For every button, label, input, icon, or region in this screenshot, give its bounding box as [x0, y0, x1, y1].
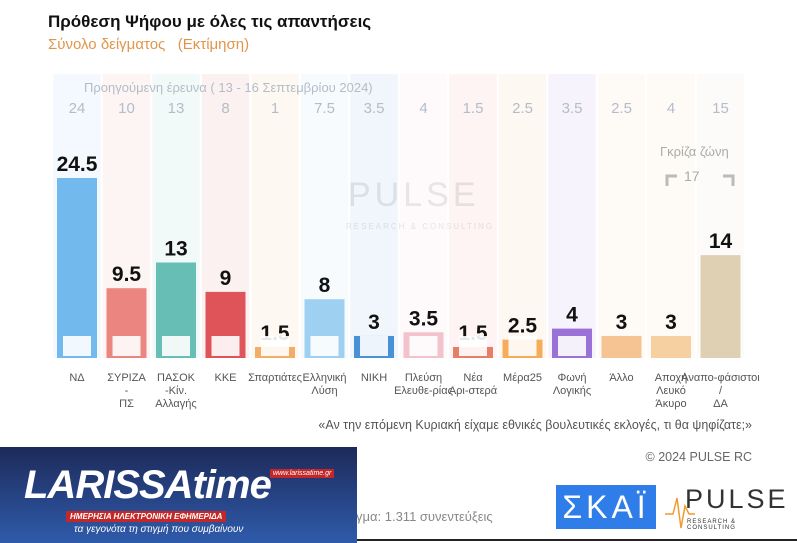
- pulse-logo: PULSE RESEARCH & CONSULTING: [665, 484, 786, 531]
- previous-value: 3.5: [562, 100, 583, 117]
- party-logo: [211, 336, 240, 356]
- category-label: ΠΣ: [119, 398, 134, 410]
- previous-value: 15: [712, 100, 729, 117]
- party-logo: [508, 336, 537, 356]
- previous-value: 10: [118, 100, 135, 117]
- column-background: [548, 74, 596, 358]
- value-label: 9.5: [112, 263, 142, 286]
- value-label: 13: [164, 237, 187, 260]
- party-logo: [360, 336, 388, 356]
- survey-question: «Αν την επόμενη Κυριακή είχαμε εθνικές β…: [318, 418, 752, 432]
- column-background: [647, 74, 695, 358]
- previous-value: 4: [419, 100, 427, 117]
- value-label: 4: [566, 304, 578, 327]
- category-label: Άλλο: [609, 372, 633, 384]
- category-label: Λογικής: [553, 385, 591, 397]
- category-label: ΝΔ: [69, 372, 85, 384]
- previous-value: 7.5: [314, 100, 335, 117]
- category-label: Φωνή: [558, 372, 587, 384]
- previous-value: 13: [168, 100, 185, 117]
- larissatime-tagline-red: ΗΜΕΡΗΣΙΑ ΗΛΕΚΤΡΟΝΙΚΗ ΕΦΗΜΕΡΙΔΑ: [66, 511, 227, 522]
- watermark: PULSE: [348, 176, 480, 214]
- chart-subtitle: Σύνολο δείγματος (Εκτίμηση): [48, 36, 250, 53]
- previous-value: 2.5: [512, 100, 533, 117]
- party-logo: [310, 336, 339, 356]
- larissatime-url: www.larissatime.gr: [270, 469, 335, 478]
- copyright: © 2024 PULSE RC: [645, 450, 752, 464]
- party-logo: [409, 336, 438, 356]
- party-logo: [459, 336, 487, 356]
- pulse-wave-icon: [665, 497, 695, 529]
- larissatime-tagline: τα γεγονότα τη στιγμή που συμβαίνουν: [74, 524, 244, 535]
- value-label: 24.5: [57, 153, 98, 176]
- category-label: /: [719, 385, 723, 397]
- divider: [357, 539, 797, 541]
- previous-value: 24: [69, 100, 86, 117]
- bar: [700, 255, 741, 358]
- category-label: ΝΙΚΗ: [361, 372, 387, 384]
- skai-logo: ΣΚΑΪ: [556, 485, 656, 529]
- previous-value: 8: [221, 100, 229, 117]
- watermark-sub: RESEARCH & CONSULTING: [346, 222, 495, 231]
- value-label: 8: [319, 274, 331, 297]
- category-label: Άκυρο: [655, 398, 686, 410]
- sample-size: γμα: 1.311 συνεντεύξεις: [356, 509, 493, 524]
- category-label: ΚΚΕ: [214, 372, 236, 384]
- bar: [601, 335, 642, 358]
- grey-zone-bracket: [665, 174, 735, 186]
- party-logo: [112, 336, 141, 356]
- bar: [57, 178, 97, 358]
- category-label: Αλλαγής: [155, 398, 196, 410]
- category-label: -: [125, 385, 129, 397]
- category-label: Ελληνική: [302, 372, 346, 384]
- category-label: Ελευθε-ρίας: [394, 385, 453, 397]
- value-label: 3: [368, 311, 380, 334]
- grey-zone-value: 17: [684, 168, 700, 184]
- bar: [651, 335, 691, 358]
- larissatime-logo: LARISSAtime: [24, 463, 272, 507]
- previous-value: 3.5: [364, 100, 385, 117]
- category-label: Μέρα25: [503, 372, 542, 384]
- previous-value: 2.5: [611, 100, 632, 117]
- value-label: 3.5: [409, 307, 439, 330]
- column-background: [251, 74, 299, 358]
- column-background: [399, 74, 448, 358]
- previous-survey-label: Προηγούμενη έρευνα ( 13 - 16 Σεπτεμβρίου…: [84, 80, 373, 95]
- previous-value: 1: [271, 100, 279, 117]
- party-logo: [558, 336, 586, 356]
- value-label: 14: [709, 230, 733, 253]
- previous-value: 1.5: [463, 100, 484, 117]
- pulse-logo-text: PULSE: [685, 484, 789, 514]
- pulse-logo-sub: RESEARCH & CONSULTING: [687, 519, 737, 531]
- party-logo: [261, 336, 289, 356]
- previous-value: 4: [667, 100, 675, 117]
- column-background: [597, 74, 646, 358]
- category-label: Αρι-στερά: [449, 385, 498, 397]
- category-label: ΣΥΡΙΖΑ: [107, 372, 146, 384]
- value-label: 9: [220, 267, 232, 290]
- party-logo: [162, 336, 190, 356]
- larissatime-banner[interactable]: LARISSAtime www.larissatime.gr ΗΜΕΡΗΣΙΑ …: [0, 447, 357, 543]
- category-label: Πλεύση: [405, 372, 442, 384]
- column-background: [498, 74, 547, 358]
- value-label: 3: [665, 311, 677, 334]
- column-background: [449, 74, 497, 358]
- column-background: [350, 74, 398, 358]
- category-label: Λευκό: [656, 385, 686, 397]
- category-label: Αποχή: [655, 372, 687, 384]
- grey-zone-label: Γκρίζα ζώνη: [660, 144, 729, 159]
- category-label: ΠΑΣΟΚ: [157, 372, 196, 384]
- value-label: 2.5: [508, 315, 538, 338]
- value-label: 3: [616, 311, 628, 334]
- category-label: -Κίν.: [165, 385, 187, 397]
- category-label: Αναπο-φάσιστοι: [681, 372, 760, 384]
- category-label: Σπαρτιάτες: [248, 372, 302, 384]
- category-label: Νέα: [463, 372, 483, 384]
- chart-title: Πρόθεση Ψήφου με όλες τις απαντήσεις: [48, 12, 372, 31]
- category-label: ΔΑ: [713, 398, 728, 410]
- party-logo: [63, 336, 91, 356]
- bar-chart: 2424.5ΝΔ109.5ΣΥΡΙΖΑ-ΠΣ1313ΠΑΣΟΚ-Κίν.Αλλα…: [53, 74, 760, 410]
- category-label: Λύση: [311, 385, 337, 397]
